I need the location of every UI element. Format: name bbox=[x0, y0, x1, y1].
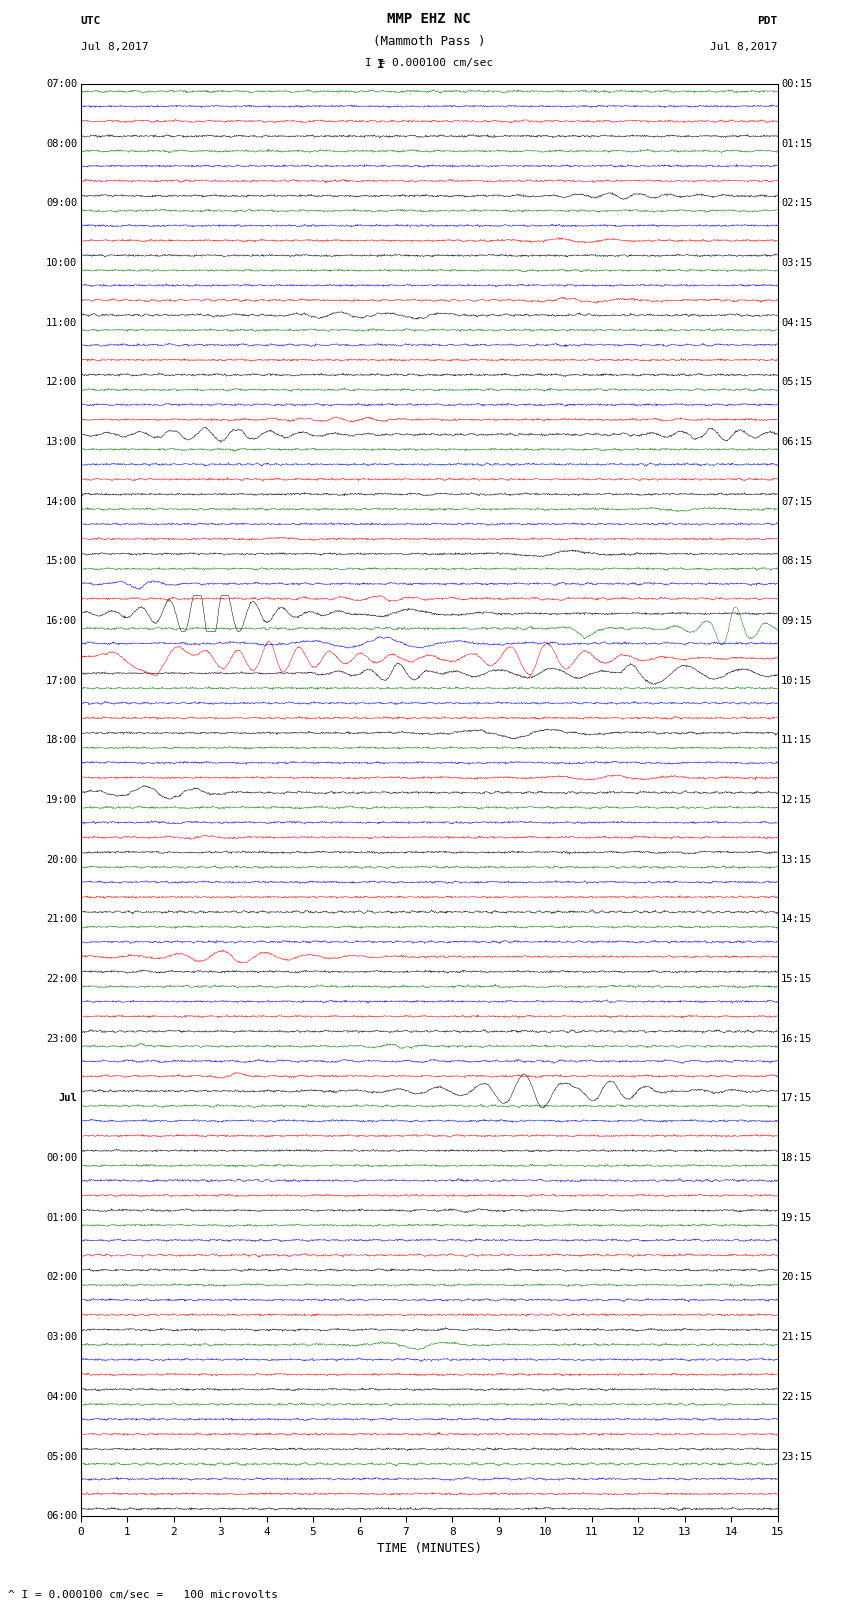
Text: 11:15: 11:15 bbox=[781, 736, 813, 745]
Text: 02:15: 02:15 bbox=[781, 198, 813, 208]
Text: 18:15: 18:15 bbox=[781, 1153, 813, 1163]
Text: 13:00: 13:00 bbox=[46, 437, 77, 447]
Text: 11:00: 11:00 bbox=[46, 318, 77, 327]
Text: 03:00: 03:00 bbox=[46, 1332, 77, 1342]
Text: 05:15: 05:15 bbox=[781, 377, 813, 387]
Text: 00:00: 00:00 bbox=[46, 1153, 77, 1163]
Text: 12:15: 12:15 bbox=[781, 795, 813, 805]
Text: 06:15: 06:15 bbox=[781, 437, 813, 447]
Text: 06:00: 06:00 bbox=[46, 1511, 77, 1521]
X-axis label: TIME (MINUTES): TIME (MINUTES) bbox=[377, 1542, 482, 1555]
Text: 23:00: 23:00 bbox=[46, 1034, 77, 1044]
Text: 08:00: 08:00 bbox=[46, 139, 77, 148]
Text: 00:15: 00:15 bbox=[781, 79, 813, 89]
Text: Jul 8,2017: Jul 8,2017 bbox=[81, 42, 148, 52]
Text: 05:00: 05:00 bbox=[46, 1452, 77, 1461]
Text: 09:15: 09:15 bbox=[781, 616, 813, 626]
Text: 14:15: 14:15 bbox=[781, 915, 813, 924]
Text: MMP EHZ NC: MMP EHZ NC bbox=[388, 11, 471, 26]
Text: 20:00: 20:00 bbox=[46, 855, 77, 865]
Text: (Mammoth Pass ): (Mammoth Pass ) bbox=[373, 35, 485, 48]
Text: 19:00: 19:00 bbox=[46, 795, 77, 805]
Text: 21:15: 21:15 bbox=[781, 1332, 813, 1342]
Text: 18:00: 18:00 bbox=[46, 736, 77, 745]
Text: 16:00: 16:00 bbox=[46, 616, 77, 626]
Text: 13:15: 13:15 bbox=[781, 855, 813, 865]
Text: 19:15: 19:15 bbox=[781, 1213, 813, 1223]
Text: 15:00: 15:00 bbox=[46, 556, 77, 566]
Text: 16:15: 16:15 bbox=[781, 1034, 813, 1044]
Text: ^ I = 0.000100 cm/sec =   100 microvolts: ^ I = 0.000100 cm/sec = 100 microvolts bbox=[8, 1590, 279, 1600]
Text: 17:15: 17:15 bbox=[781, 1094, 813, 1103]
Text: 23:15: 23:15 bbox=[781, 1452, 813, 1461]
Text: 07:15: 07:15 bbox=[781, 497, 813, 506]
Text: PDT: PDT bbox=[757, 16, 778, 26]
Text: Jul: Jul bbox=[59, 1094, 77, 1103]
Text: I: I bbox=[377, 58, 384, 71]
Text: 04:15: 04:15 bbox=[781, 318, 813, 327]
Text: 10:15: 10:15 bbox=[781, 676, 813, 686]
Text: I = 0.000100 cm/sec: I = 0.000100 cm/sec bbox=[366, 58, 493, 68]
Text: 12:00: 12:00 bbox=[46, 377, 77, 387]
Text: 14:00: 14:00 bbox=[46, 497, 77, 506]
Text: 01:15: 01:15 bbox=[781, 139, 813, 148]
Text: 10:00: 10:00 bbox=[46, 258, 77, 268]
Text: 22:00: 22:00 bbox=[46, 974, 77, 984]
Text: 17:00: 17:00 bbox=[46, 676, 77, 686]
Text: 20:15: 20:15 bbox=[781, 1273, 813, 1282]
Text: 21:00: 21:00 bbox=[46, 915, 77, 924]
Text: Jul 8,2017: Jul 8,2017 bbox=[711, 42, 778, 52]
Text: 01:00: 01:00 bbox=[46, 1213, 77, 1223]
Text: 08:15: 08:15 bbox=[781, 556, 813, 566]
Text: 07:00: 07:00 bbox=[46, 79, 77, 89]
Text: 02:00: 02:00 bbox=[46, 1273, 77, 1282]
Text: 15:15: 15:15 bbox=[781, 974, 813, 984]
Text: 03:15: 03:15 bbox=[781, 258, 813, 268]
Text: 22:15: 22:15 bbox=[781, 1392, 813, 1402]
Text: 09:00: 09:00 bbox=[46, 198, 77, 208]
Text: 04:00: 04:00 bbox=[46, 1392, 77, 1402]
Text: UTC: UTC bbox=[81, 16, 101, 26]
